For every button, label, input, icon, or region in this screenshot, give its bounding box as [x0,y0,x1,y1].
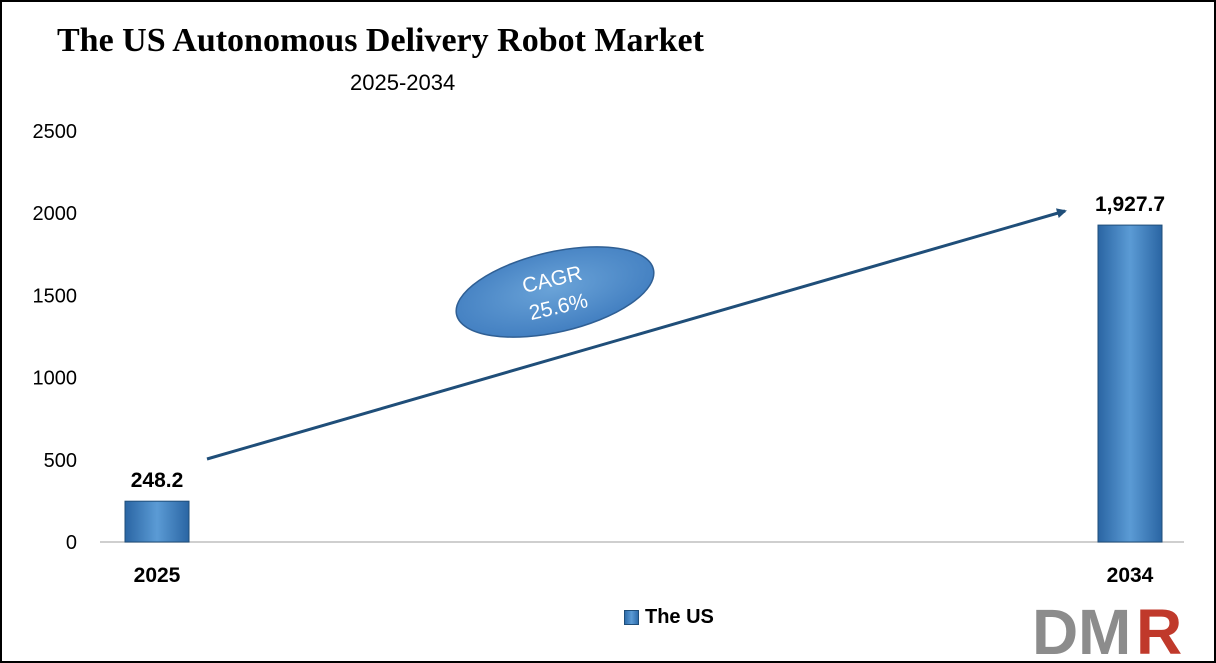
x-tick-label: 2034 [1107,564,1154,587]
chart-plot: 0 500 1000 1500 2000 2500 248.2 2025 1,927.7 203… [33,121,1184,587]
legend-label: The US [645,606,714,628]
svg-text:M: M [1078,596,1131,658]
x-tick-label: 2025 [134,564,181,587]
svg-text:D: D [1032,596,1078,658]
bar [124,500,190,543]
data-label: 1,927.7 [1095,193,1165,216]
data-label: 248.2 [131,469,184,492]
legend-swatch [624,610,639,625]
y-tick-label: 2500 [33,121,78,143]
y-tick-label: 500 [44,450,77,472]
y-tick-label: 1000 [33,368,78,390]
cagr-badge: CAGR 25.6% [450,241,660,343]
cagr-arrow [206,208,1067,461]
chart-legend: The US [624,606,714,629]
chart-subtitle: 2025-2034 [350,70,456,95]
y-tick-label: 2000 [33,203,78,225]
y-tick-label: 1500 [33,285,78,307]
svg-text:R: R [1136,596,1182,658]
chart-title: The US Autonomous Delivery Robot Market [57,22,704,59]
bar [1097,224,1163,543]
dmr-logo: D M R [1032,596,1182,658]
y-tick-label: 0 [66,532,77,554]
